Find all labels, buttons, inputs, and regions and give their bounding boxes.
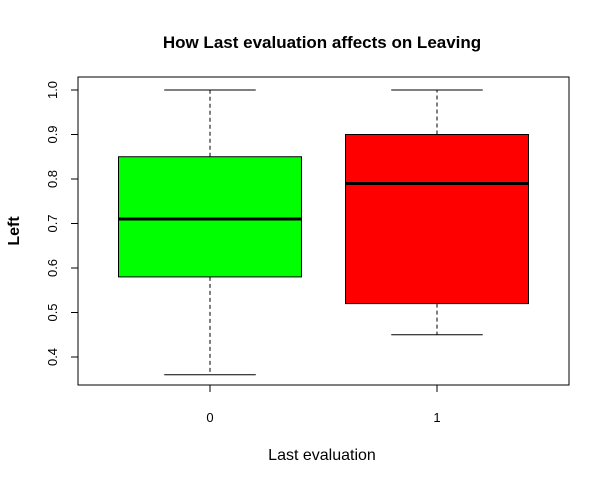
y-tick-label: 0.5 xyxy=(45,303,60,321)
x-axis-label: Last evaluation xyxy=(268,447,376,464)
box-group-1 xyxy=(345,89,529,336)
box-iqr xyxy=(118,156,302,278)
y-tick-label: 0.9 xyxy=(45,125,60,143)
x-tick-label: 0 xyxy=(206,410,213,425)
box-iqr xyxy=(345,134,529,305)
box-group-0 xyxy=(118,89,302,376)
y-tick-label: 0.8 xyxy=(45,170,60,188)
chart-title: How Last evaluation affects on Leaving xyxy=(163,33,481,52)
y-axis-label: Left xyxy=(6,216,23,246)
y-tick-label: 1.0 xyxy=(45,81,60,99)
y-tick-label: 0.7 xyxy=(45,214,60,232)
y-axis: 0.4 0.5 0.6 0.7 0.8 0.9 1.0 xyxy=(45,81,79,366)
y-tick-label: 0.6 xyxy=(45,259,60,277)
x-tick-label: 1 xyxy=(433,410,440,425)
boxes-layer xyxy=(118,89,529,376)
y-tick-label: 0.4 xyxy=(45,348,60,366)
